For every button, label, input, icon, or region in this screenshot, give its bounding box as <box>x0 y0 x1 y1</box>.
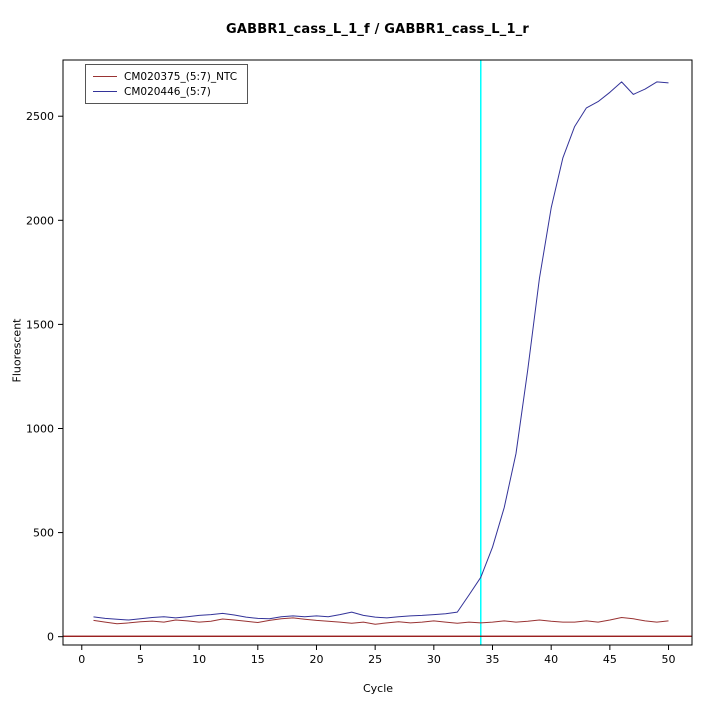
x-tick-label: 30 <box>427 653 441 666</box>
x-tick-label: 20 <box>309 653 323 666</box>
y-tick-label: 2500 <box>26 110 54 123</box>
y-tick-label: 1000 <box>26 422 54 435</box>
x-tick-label: 15 <box>251 653 265 666</box>
legend-item-ntc: CM020375_(5:7)_NTC <box>93 69 237 84</box>
legend-label-ntc: CM020375_(5:7)_NTC <box>124 70 238 83</box>
x-tick-label: 0 <box>78 653 85 666</box>
x-tick-label: 35 <box>486 653 500 666</box>
legend-line-swatch-sample <box>93 91 117 92</box>
legend: CM020375_(5:7)_NTC CM020446_(5:7) <box>85 64 249 104</box>
x-tick-label: 25 <box>368 653 382 666</box>
y-tick-label: 2000 <box>26 214 54 227</box>
series-line-1 <box>93 81 669 621</box>
x-tick-label: 10 <box>192 653 206 666</box>
series-line-0 <box>93 617 669 625</box>
y-axis-label: Fluorescent <box>10 318 24 383</box>
chart-title: GABBR1_cass_L_1_f / GABBR1_cass_L_1_r <box>225 22 530 37</box>
x-tick-label: 40 <box>544 653 558 666</box>
plot-border <box>62 59 693 646</box>
x-tick-label: 5 <box>137 653 144 666</box>
legend-line-swatch-ntc <box>93 76 117 77</box>
y-tick-label: 500 <box>33 527 54 540</box>
x-tick-label: 50 <box>662 653 676 666</box>
legend-label-sample: CM020446_(5:7) <box>124 85 211 98</box>
y-tick-label: 0 <box>47 631 54 644</box>
y-tick-label: 1500 <box>26 318 54 331</box>
legend-item-sample: CM020446_(5:7) <box>93 84 237 99</box>
x-axis-label: Cycle <box>362 682 394 695</box>
x-tick-label: 45 <box>603 653 617 666</box>
